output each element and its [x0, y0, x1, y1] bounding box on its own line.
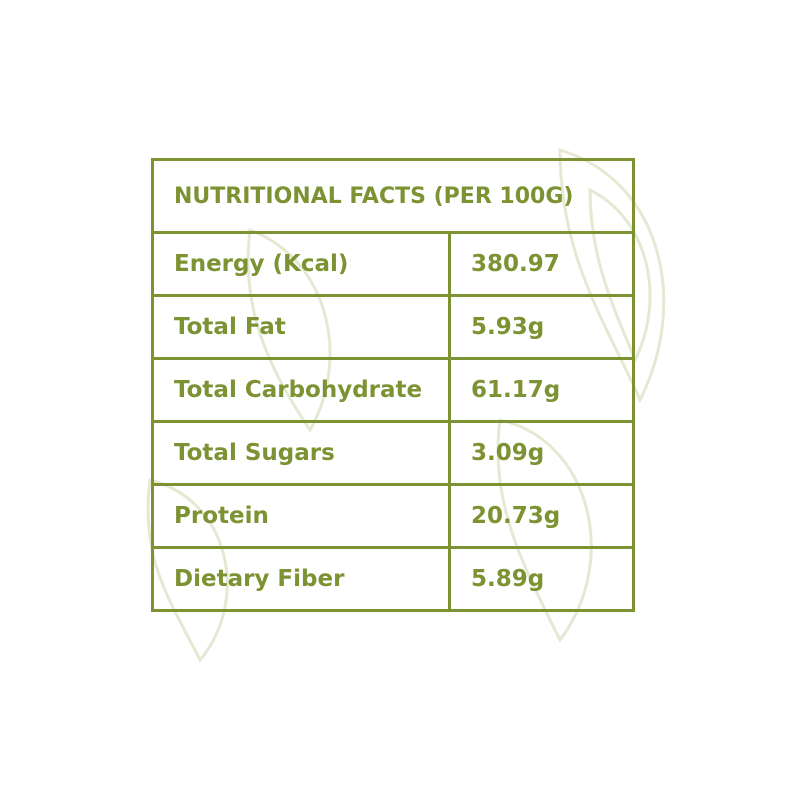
table-row: Energy (Kcal) 380.97 [151, 231, 635, 297]
table-row: Dietary Fiber 5.89g [151, 546, 635, 612]
nutrient-name: Total Carbohydrate [151, 357, 451, 423]
table-row: Total Fat 5.93g [151, 294, 635, 360]
nutrient-value: 380.97 [448, 231, 635, 297]
nutrient-value: 5.89g [448, 546, 635, 612]
nutrient-name: Protein [151, 483, 451, 549]
table-row: Protein 20.73g [151, 483, 635, 549]
nutrient-value: 5.93g [448, 294, 635, 360]
nutrient-name: Energy (Kcal) [151, 231, 451, 297]
nutrient-name: Dietary Fiber [151, 546, 451, 612]
table-title: NUTRITIONAL FACTS (PER 100G) [151, 158, 635, 234]
nutrient-value: 3.09g [448, 420, 635, 486]
nutrient-name: Total Sugars [151, 420, 451, 486]
table-row: Total Sugars 3.09g [151, 420, 635, 486]
nutrient-value: 61.17g [448, 357, 635, 423]
nutrient-name: Total Fat [151, 294, 451, 360]
table-row: Total Carbohydrate 61.17g [151, 357, 635, 423]
nutrient-value: 20.73g [448, 483, 635, 549]
nutrition-table: NUTRITIONAL FACTS (PER 100G) Energy (Kca… [151, 158, 635, 612]
